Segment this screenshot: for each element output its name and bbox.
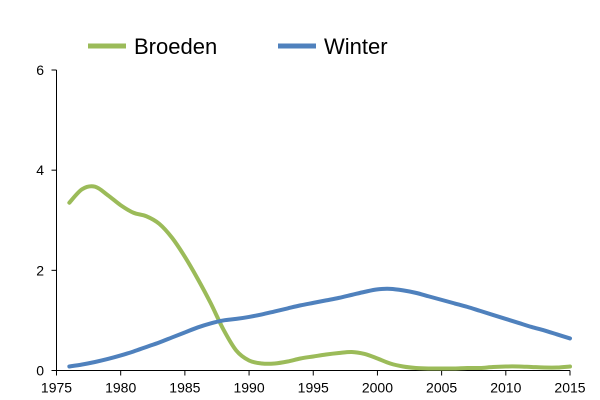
x-tick-label: 1990 (233, 380, 264, 396)
x-tick-label: 1995 (298, 380, 329, 396)
y-tick-label: 6 (36, 62, 44, 78)
series-line-broeden (67, 184, 572, 371)
plot-area (67, 184, 572, 371)
y-tick-label: 2 (36, 262, 44, 278)
x-tick-label: 2005 (426, 380, 457, 396)
x-tick-label: 2010 (490, 380, 521, 396)
x-tick-label: 1980 (105, 380, 136, 396)
legend-label-winter: Winter (324, 34, 388, 59)
x-tick-label: 1985 (169, 380, 200, 396)
legend: Broeden Winter (88, 34, 388, 59)
legend-label-broeden: Broeden (134, 34, 217, 59)
y-tick-label: 4 (36, 162, 44, 178)
x-tick-label: 2015 (554, 380, 585, 396)
x-tick-label: 1975 (41, 380, 72, 396)
x-axis-ticks: 1975 1980 1985 1990 1995 2000 2005 2010 2015 (41, 370, 586, 396)
x-tick-label: 2000 (362, 380, 393, 396)
y-tick-label: 0 (36, 363, 44, 379)
series-line-winter (67, 286, 572, 369)
y-axis-ticks: 0 2 4 6 (36, 62, 57, 379)
